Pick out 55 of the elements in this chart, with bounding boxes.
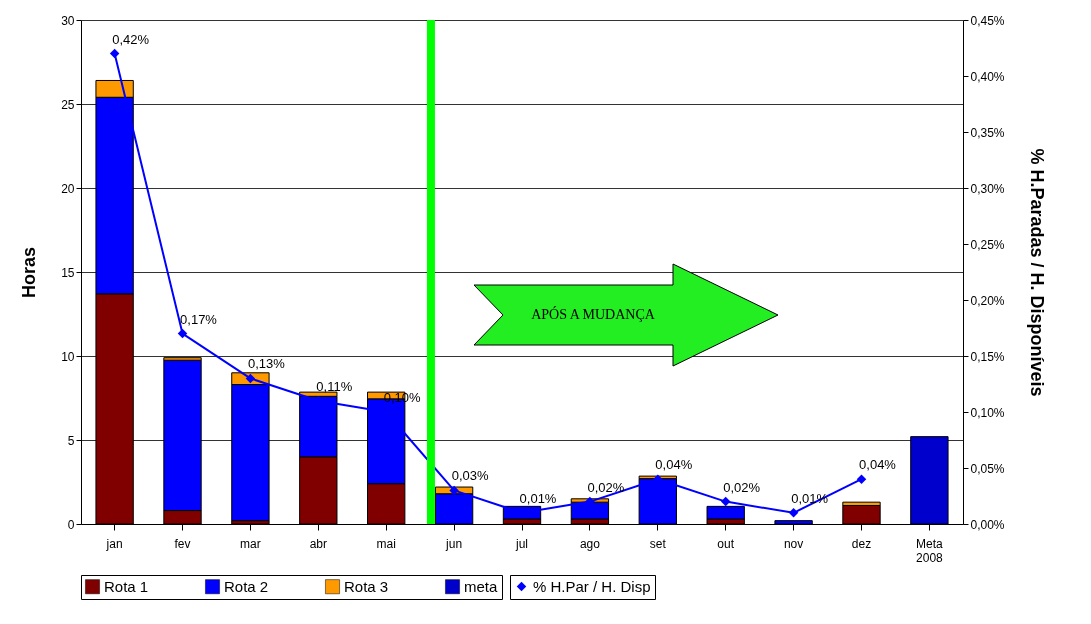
y2-axis-title: % H.Paradas / H. Disponíveis [1026,148,1047,397]
data-label: 0,01% [519,490,557,506]
data-label: 0,04% [655,457,693,473]
legend-label: % H.Par / H. Disp [533,577,651,595]
x-tick-label: jan [105,536,123,551]
y2-tick-label: 0,30% [970,181,1005,196]
y2-tick-label: 0,05% [970,461,1005,476]
legend-label: Rota 1 [104,577,149,595]
data-label: 0,03% [451,468,489,484]
x-tick-label: abr [309,536,327,551]
y-tick-label: 5 [67,433,75,448]
y-tick-label: 25 [61,97,75,112]
data-label: 0,04% [859,457,897,473]
y-tick-label: 15 [61,265,75,280]
annotation: APÓS A MUDANÇA [530,305,656,324]
y2-tick-label: 0,35% [970,125,1005,140]
x-tick-label: dez [851,536,872,551]
y2-tick-label: 0,40% [970,69,1005,84]
y2-tick-label: 0,45% [970,13,1005,28]
x-tick-label: out [717,536,735,551]
data-label: 0,11% [316,378,353,394]
x-tick-label: mar [240,536,261,551]
y-axis-title: Horas [19,246,40,299]
y2-tick-label: 0,00% [970,517,1005,532]
x-tick-label: jul [514,536,529,551]
point [856,474,867,484]
x-tick-label: fev [174,536,191,551]
x-tick-label: ago [579,536,601,551]
point [449,485,459,496]
y2-tick-label: 0,15% [970,349,1005,364]
x-tick-label: jun [445,536,463,551]
point [177,328,188,339]
x-tick-label: nov [783,536,804,551]
data-label: 0,02% [587,479,625,495]
data-label: 0,13% [247,356,286,372]
legend-label: meta [464,577,498,595]
x-tick-label: set [649,536,667,551]
data-label: 0,10% [383,390,422,405]
data-label: 0,42% [112,31,150,47]
y-tick-label: 0 [67,517,75,532]
y-tick-label: 20 [61,181,75,196]
legend-label: Rota 3 [344,577,389,595]
y-tick-label: 10 [61,349,75,364]
point [109,48,120,59]
data-label: 0,02% [723,479,761,495]
y2-tick-label: 0,25% [970,237,1005,252]
y2-tick-label: 0,20% [970,293,1005,308]
y2-tick-label: 0,10% [970,405,1005,420]
point [720,496,731,507]
data-label: 0,17% [180,311,218,327]
legend-label: Rota 2 [224,577,269,595]
y-tick-label: 30 [61,13,75,28]
x-tick-label: Meta 2008 [916,536,944,565]
x-tick-label: mai [376,536,396,551]
point [788,508,799,518]
